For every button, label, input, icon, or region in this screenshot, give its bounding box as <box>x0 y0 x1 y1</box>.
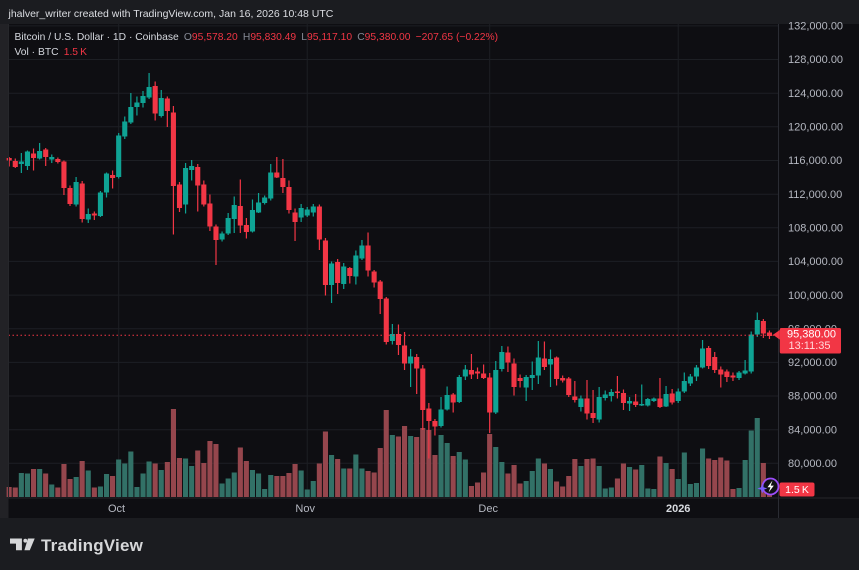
svg-text:1.5 K: 1.5 K <box>785 484 809 496</box>
svg-text:84,000.00: 84,000.00 <box>788 424 837 436</box>
svg-text:120,000.00: 120,000.00 <box>788 122 843 134</box>
svg-text:Oct: Oct <box>108 503 125 515</box>
svg-text:124,000.00: 124,000.00 <box>788 88 843 100</box>
svg-text:92,000.00: 92,000.00 <box>788 357 837 369</box>
svg-text:128,000.00: 128,000.00 <box>788 54 843 66</box>
svg-text:TradingView: TradingView <box>41 536 144 555</box>
svg-text:104,000.00: 104,000.00 <box>788 256 843 268</box>
svg-text:112,000.00: 112,000.00 <box>788 189 842 201</box>
svg-text:13:11:35: 13:11:35 <box>789 340 831 352</box>
svg-text:Nov: Nov <box>295 503 315 515</box>
svg-text:80,000.00: 80,000.00 <box>788 458 837 470</box>
svg-text:116,000.00: 116,000.00 <box>788 155 842 167</box>
svg-text:132,000.00: 132,000.00 <box>788 21 843 33</box>
svg-text:95,380.00: 95,380.00 <box>787 328 836 340</box>
svg-text:Bitcoin / U.S. Dollar · 1D · C: Bitcoin / U.S. Dollar · 1D · Coinbase O9… <box>15 32 499 43</box>
svg-text:Dec: Dec <box>478 503 498 515</box>
svg-text:2026: 2026 <box>666 503 690 515</box>
svg-text:jhalver_writer created with Tr: jhalver_writer created with TradingView.… <box>8 8 334 20</box>
svg-text:108,000.00: 108,000.00 <box>788 223 843 235</box>
svg-text:88,000.00: 88,000.00 <box>788 391 837 403</box>
svg-text:Vol · BTC 1.5 K: Vol · BTC 1.5 K <box>15 47 88 58</box>
svg-text:100,000.00: 100,000.00 <box>788 290 843 302</box>
